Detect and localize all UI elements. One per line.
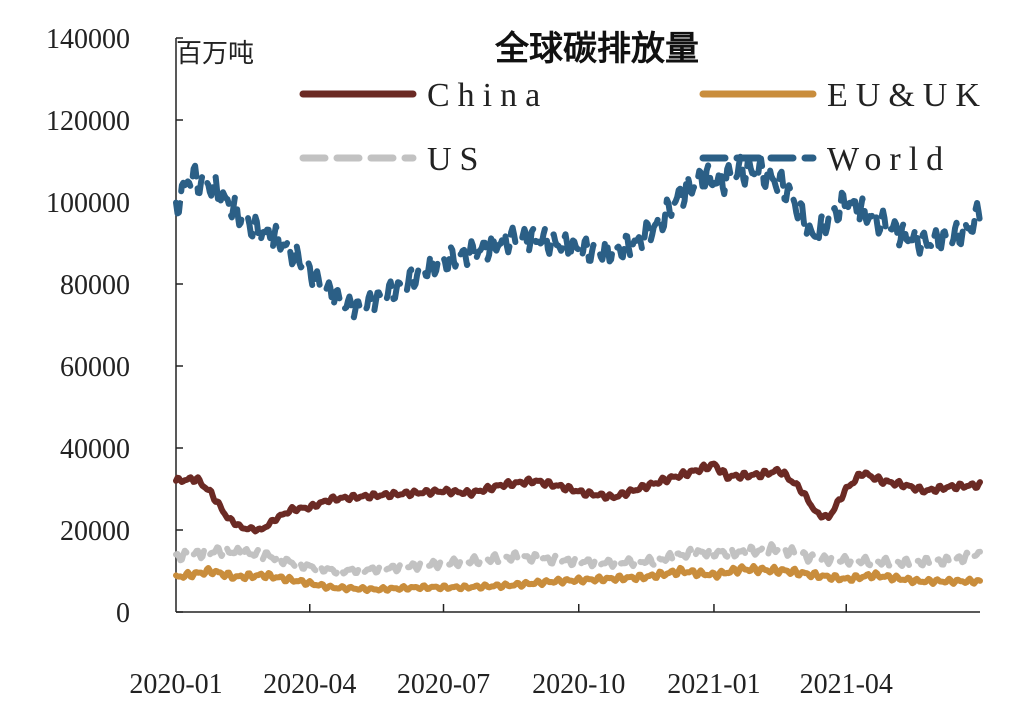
y-axis-unit-label: 百万吨 [176, 39, 254, 69]
axes [175, 38, 980, 613]
legend-label: EU&UK [827, 77, 988, 114]
legend-label: World [827, 141, 951, 178]
legend-label: China [427, 77, 548, 114]
y-axis-ticks: 0 20000 40000 60000 80000 100000 120000 140000 [46, 24, 183, 629]
x-tick-label: 2020-01 [129, 669, 222, 700]
y-tick-label: 40000 [60, 434, 130, 465]
x-tick-label: 2021-01 [667, 669, 760, 700]
legend: China EU&UK US World [299, 77, 988, 178]
x-tick-label: 2020-07 [397, 669, 490, 700]
chart-title: 全球碳排放量 [494, 29, 699, 69]
y-tick-label: 0 [116, 598, 130, 629]
x-axis-ticks: 2020-01 2020-04 2020-07 2020-10 2021-01 2021-… [129, 604, 893, 700]
y-tick-label: 140000 [46, 24, 130, 55]
series-layer [173, 153, 983, 595]
series-line-euuk [173, 563, 983, 595]
y-tick-label: 80000 [60, 270, 130, 301]
y-tick-label: 100000 [46, 188, 130, 219]
series-line-world [173, 153, 983, 321]
y-tick-label: 120000 [46, 106, 130, 137]
y-tick-label: 60000 [60, 352, 130, 383]
series-line-us [173, 541, 983, 577]
y-tick-label: 20000 [60, 516, 130, 547]
x-tick-label: 2020-04 [263, 669, 356, 700]
series-line-china [173, 460, 983, 535]
legend-label: US [427, 141, 486, 178]
x-tick-label: 2020-10 [532, 669, 625, 700]
x-tick-label: 2021-04 [800, 669, 893, 700]
